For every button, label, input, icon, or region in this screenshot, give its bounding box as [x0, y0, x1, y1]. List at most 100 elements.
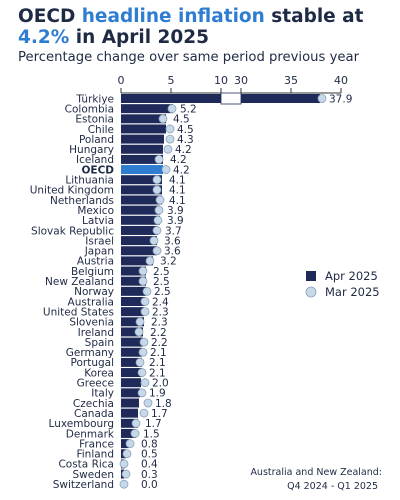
value-label: 3.2: [160, 256, 177, 268]
category-label: Colombia: [65, 103, 114, 115]
category-label: Iceland: [76, 154, 114, 166]
mar-dot: [139, 408, 149, 418]
value-label: 4.3: [177, 134, 194, 146]
title-highlight-headline-inflation: headline inflation: [81, 6, 265, 27]
value-label: 2.2: [151, 337, 168, 349]
category-label: Japan: [84, 246, 114, 258]
value-label: 0.5: [141, 449, 158, 461]
mar-dot: [135, 357, 145, 367]
apr-bar: [121, 378, 141, 388]
category-label: New Zealand: [45, 276, 114, 288]
value-label: 4.5: [177, 124, 194, 136]
x-tick-label: 40: [334, 74, 348, 87]
mar-dot: [140, 297, 150, 306]
mar-dot: [149, 236, 159, 246]
category-label: Mexico: [77, 205, 114, 217]
value-label: 4.2: [175, 144, 192, 156]
x-tick-label: 35: [284, 74, 298, 87]
category-label: United States: [43, 306, 114, 318]
x-tick-label: 30: [234, 74, 248, 87]
apr-bar: [121, 94, 320, 103]
mar-dot: [140, 307, 150, 317]
mar-dot: [154, 205, 164, 215]
value-label: 2.5: [153, 276, 170, 288]
apr-bar: [121, 408, 138, 418]
mar-dot: [142, 286, 152, 296]
category-label: Ireland: [78, 327, 114, 339]
apr-bar: [121, 357, 142, 367]
category-label: Latvia: [82, 215, 114, 227]
mar-dot: [145, 256, 155, 266]
category-label: Finland: [76, 449, 114, 461]
value-label: 37.9: [329, 93, 352, 105]
value-label: 2.4: [152, 296, 169, 308]
apr-bar: [121, 256, 153, 266]
category-label: Hungary: [69, 144, 114, 156]
category-label: Poland: [79, 134, 114, 146]
value-label: 2.1: [150, 347, 167, 359]
mar-dot: [138, 347, 148, 357]
mar-dot: [119, 459, 129, 469]
mar-dot: [165, 134, 175, 144]
value-label: 3.7: [165, 225, 182, 237]
category-label: Australia: [68, 296, 114, 308]
mar-dot: [152, 175, 162, 185]
mar-dot: [138, 266, 148, 276]
category-label: Switzerland: [53, 479, 114, 491]
category-label: Netherlands: [50, 195, 114, 207]
category-label: Portugal: [71, 357, 115, 369]
title-highlight-rate: 4.2%: [18, 27, 70, 48]
value-label: 5.2: [180, 103, 197, 115]
category-label: Slovak Republic: [31, 225, 114, 237]
category-label: Slovenia: [69, 317, 114, 329]
mar-dot: [135, 317, 145, 327]
value-label: 2.1: [149, 357, 166, 369]
value-label: 1.9: [149, 388, 166, 400]
legend-apr-swatch: [306, 271, 316, 281]
mar-dot: [121, 469, 131, 479]
mar-dot: [165, 124, 175, 134]
value-label: 1.7: [145, 418, 162, 430]
value-label: 1.7: [151, 408, 168, 420]
category-label: Italy: [91, 388, 114, 400]
apr-bar: [121, 246, 157, 256]
apr-bar: [121, 195, 162, 205]
mar-dot: [153, 215, 163, 225]
mar-dot: [152, 226, 162, 235]
mar-dot: [130, 429, 140, 438]
apr-bar: [121, 337, 143, 347]
apr-bar: [121, 144, 163, 154]
value-label: 2.2: [150, 327, 167, 339]
title-part3: in April 2025: [69, 27, 210, 48]
category-label: Lithuania: [65, 175, 114, 187]
mar-dot: [122, 449, 132, 459]
value-label: 2.5: [153, 266, 170, 278]
footnote-line2: Q4 2024 - Q1 2025: [287, 481, 378, 492]
category-label: Belgium: [71, 266, 114, 278]
mar-dot: [152, 246, 162, 256]
value-label: 4.1: [169, 195, 186, 207]
value-label: 0.3: [141, 469, 158, 481]
mar-dot: [161, 165, 171, 174]
category-label: Germany: [66, 347, 114, 359]
apr-bar: [121, 439, 129, 449]
mar-dot: [119, 479, 129, 489]
value-label: 3.9: [167, 205, 184, 217]
category-label: United Kingdom: [30, 185, 114, 197]
apr-bar: [121, 215, 160, 225]
apr-bar: [121, 225, 158, 235]
apr-bar: [121, 236, 157, 246]
mar-dot: [158, 114, 168, 124]
category-label: Spain: [85, 337, 114, 349]
category-label: Estonia: [75, 114, 114, 126]
legend-mar-swatch: [305, 286, 317, 298]
apr-bar: [121, 327, 143, 337]
category-label: Israel: [85, 235, 114, 247]
value-label: 3.6: [164, 235, 181, 247]
apr-bar: [121, 154, 163, 164]
apr-bar: [121, 165, 163, 175]
apr-bar: [121, 347, 142, 357]
value-label: 4.2: [170, 154, 187, 166]
mar-dot: [317, 94, 327, 103]
legend-mar-label: Mar 2025: [325, 285, 380, 299]
